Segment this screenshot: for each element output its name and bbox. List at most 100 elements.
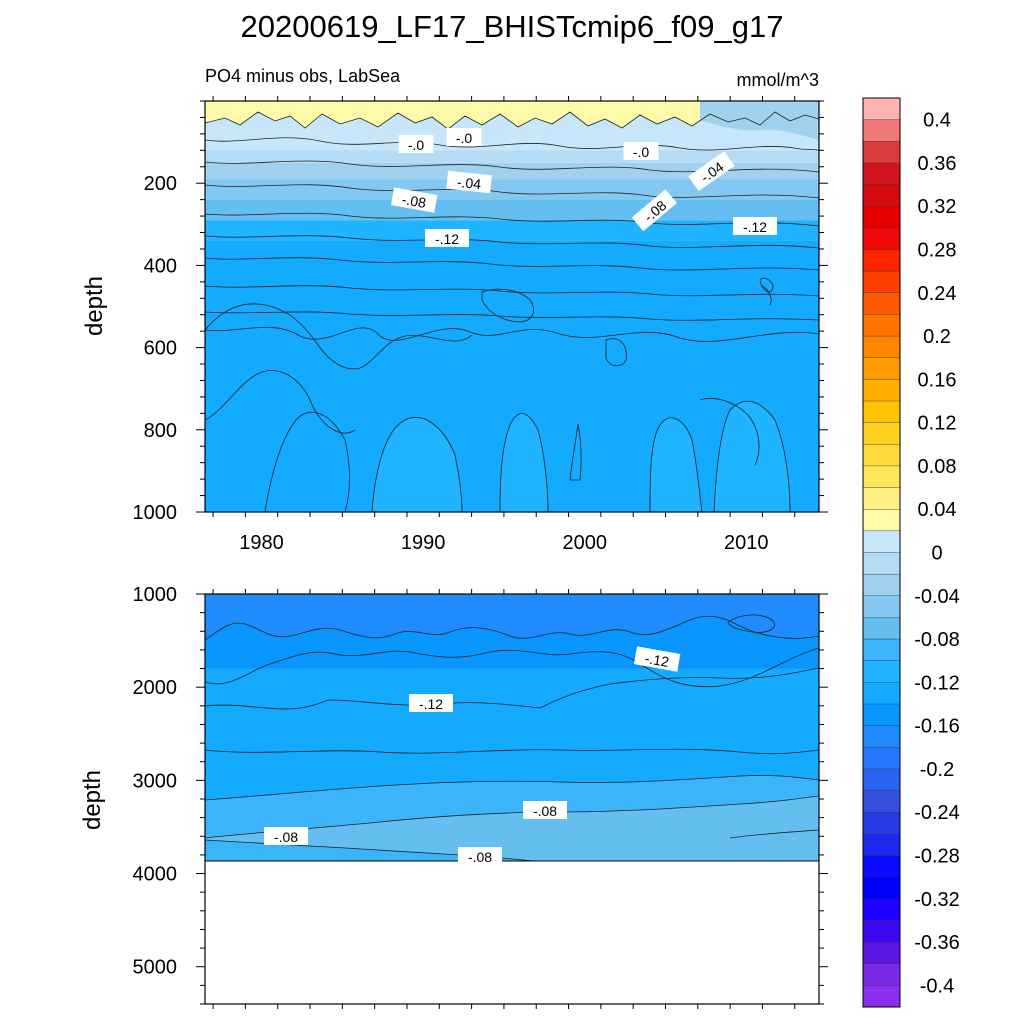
- colorbar-tick-label: -0.04: [914, 586, 960, 608]
- colorbar-swatch: [862, 660, 901, 683]
- upper-x-tick-label: 1980: [239, 532, 284, 554]
- colorbar-swatch: [862, 400, 901, 424]
- colorbar-tick-label: 0.12: [918, 413, 957, 435]
- colorbar-tick-label: 0.28: [918, 240, 957, 262]
- lower-no-data-region: [205, 861, 819, 1004]
- svg-text:-.08: -.08: [274, 829, 298, 845]
- lower-x-axis: [212, 589, 796, 1009]
- upper-contour-label: -.0: [446, 128, 482, 146]
- upper-y-axis: 200 400 600 800 1000: [133, 100, 828, 524]
- svg-text:-.04: -.04: [456, 174, 482, 192]
- colorbar-swatch: [862, 314, 901, 337]
- colorbar-swatch: [862, 790, 901, 813]
- colorbar-swatch: [862, 768, 901, 792]
- colorbar-swatch: [862, 444, 901, 467]
- colorbar-tick-label: 0.4: [923, 110, 951, 132]
- colorbar-frame: [862, 97, 901, 1008]
- lower-contour-label: -.12: [409, 694, 453, 712]
- upper-panel: 1980 1990 2000 2010 200 400 600 800 1000 -.0 -.0…: [81, 96, 828, 554]
- colorbar-swatch: [862, 812, 901, 835]
- upper-fill-band-3: [205, 179, 819, 200]
- colorbar-swatch: [862, 682, 901, 705]
- upper-fill-surface: [205, 101, 819, 129]
- colorbar-tick-label: -0.28: [914, 846, 960, 868]
- colorbar-swatch: [862, 530, 901, 553]
- colorbar-swatch: [862, 595, 901, 618]
- upper-plot-frame: [204, 100, 820, 513]
- upper-y-tick-label: 800: [144, 420, 177, 442]
- svg-text:-.08: -.08: [401, 191, 428, 211]
- upper-fill-band-2: [205, 162, 819, 180]
- upper-contour-label: -.08: [390, 187, 438, 213]
- colorbar-swatch: [862, 249, 901, 272]
- colorbar-tick-label: -0.2: [920, 759, 954, 781]
- colorbar-swatch: [862, 227, 901, 251]
- colorbar-tick-label: -0.36: [914, 932, 960, 954]
- colorbar-swatch: [862, 357, 901, 380]
- colorbar-tick-label: 0.16: [918, 369, 957, 391]
- colorbar-swatch: [862, 703, 901, 727]
- colorbar-swatch: [862, 97, 901, 121]
- colorbar-tick-label: -0.32: [914, 889, 960, 911]
- colorbar-swatch: [862, 422, 901, 445]
- colorbar-swatch: [862, 725, 901, 748]
- svg-text:-.08: -.08: [533, 803, 557, 819]
- upper-y-tick-label: 600: [144, 338, 177, 360]
- colorbar-swatch: [862, 119, 901, 142]
- colorbar-tick-label: 0.2: [923, 326, 951, 348]
- lower-y-tick-label: 5000: [133, 957, 178, 979]
- colorbar-swatch: [862, 920, 901, 943]
- svg-text:-.12: -.12: [644, 650, 671, 670]
- upper-contour-label: -.12: [733, 217, 777, 235]
- lower-panel: 1000 2000 3000 4000 5000 -.12 -.12 -.08 -.08 -.0…: [79, 584, 828, 1009]
- upper-fill-patch-e: [714, 401, 790, 512]
- upper-contour-label: -.04: [446, 170, 492, 194]
- lower-contour-labels: -.12 -.12 -.08 -.08 -.08: [264, 646, 681, 865]
- colorbar-swatch: [862, 985, 901, 1008]
- upper-fill-patch-b: [372, 417, 462, 512]
- upper-fill-surface-east: [700, 101, 819, 140]
- colorbar-swatch: [862, 963, 901, 986]
- upper-x-axis: 1980 1990 2000 2010: [212, 96, 796, 554]
- svg-text:-.0: -.0: [408, 137, 425, 153]
- upper-fill-patch-d: [650, 417, 702, 512]
- svg-text:-.0: -.0: [633, 144, 650, 160]
- upper-fill-band-4: [205, 199, 819, 221]
- upper-x-tick-label: 1990: [401, 532, 446, 554]
- lower-contour-label: -.08: [458, 847, 502, 865]
- colorbar-swatch: [862, 292, 901, 315]
- svg-text:-.0: -.0: [456, 130, 473, 146]
- upper-y-tick-label: 200: [144, 173, 177, 195]
- lower-y-axis-label: depth: [79, 770, 106, 830]
- upper-x-tick-label: 2000: [562, 532, 607, 554]
- upper-contour-fill: [205, 101, 819, 512]
- colorbar-tick-label: 0.36: [918, 153, 957, 175]
- lower-y-tick-label: 1000: [133, 584, 178, 606]
- chart-subtitle-left: PO4 minus obs, LabSea: [205, 66, 401, 86]
- colorbar-swatch: [862, 876, 901, 900]
- lower-y-tick-label: 2000: [133, 677, 178, 699]
- lower-contour-label: -.08: [264, 827, 308, 845]
- upper-contour-lines: [205, 111, 819, 512]
- lower-fill-deepest: [205, 796, 819, 861]
- colorbar-swatch: [862, 379, 901, 402]
- colorbar-tick-label: -0.24: [914, 802, 960, 824]
- svg-text:-.12: -.12: [743, 219, 767, 235]
- colorbar-swatch: [862, 747, 901, 770]
- colorbar-swatch: [862, 855, 901, 878]
- colorbar-swatch: [862, 465, 901, 489]
- colorbar-tick-label: 0.24: [918, 283, 957, 305]
- colorbar: 0.4 0.36 0.32 0.28 0.24 0.2 0.16 0.12 0.08 0.04 0 -…: [862, 97, 960, 1008]
- colorbar-swatch: [862, 162, 901, 186]
- colorbar-swatch: [862, 941, 901, 965]
- upper-fill-patch-a: [205, 370, 355, 512]
- colorbar-swatch: [862, 141, 901, 164]
- chart-title: 20200619_LF17_BHISTcmip6_f09_g17: [241, 9, 784, 44]
- colorbar-swatch: [862, 638, 901, 662]
- svg-text:-.12: -.12: [435, 231, 459, 247]
- colorbar-tick-label: -0.12: [914, 672, 960, 694]
- lower-y-axis: 1000 2000 3000 4000 5000: [133, 584, 828, 1005]
- lower-fill-top: [205, 594, 819, 640]
- colorbar-swatch: [862, 509, 901, 532]
